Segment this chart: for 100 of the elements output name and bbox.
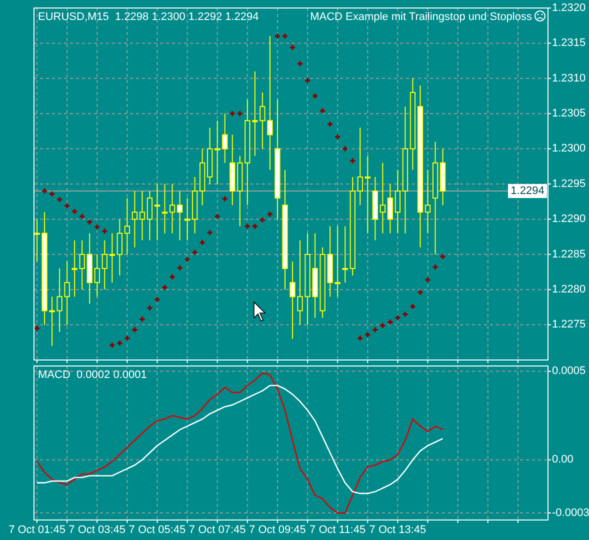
candlestick <box>184 198 190 241</box>
point <box>252 224 258 229</box>
point <box>200 240 205 245</box>
candlestick <box>132 190 138 248</box>
point <box>395 315 400 320</box>
point <box>372 327 378 332</box>
chart-title: MACD 0.0002 0.0001 <box>38 369 147 381</box>
point <box>154 296 160 302</box>
x-tick-label: 7 Oct 03:45 <box>68 524 126 536</box>
point <box>267 212 272 217</box>
point <box>184 256 190 262</box>
point <box>290 44 296 50</box>
point <box>192 250 198 255</box>
point <box>230 111 235 116</box>
y-tick-label: 0.0005 <box>552 365 586 378</box>
point <box>214 214 220 219</box>
y-tick-label: 1.2300 <box>552 142 586 155</box>
line-series <box>36 384 444 494</box>
candlestick <box>146 190 153 241</box>
x-tick-label: 7 Oct 09:45 <box>249 524 306 536</box>
point <box>222 196 228 202</box>
point <box>260 217 265 222</box>
point <box>132 327 138 332</box>
candlestick <box>357 127 363 206</box>
candlestick <box>124 198 130 255</box>
point <box>380 322 386 328</box>
point <box>358 336 363 341</box>
y-tick-label: 0.00 <box>552 454 574 466</box>
point <box>140 316 145 322</box>
y-tick-label: 1.2320 <box>552 2 586 14</box>
point <box>57 196 62 202</box>
point <box>425 277 430 282</box>
candlestick <box>424 169 431 234</box>
candlestick <box>162 184 168 234</box>
ref-line-label: 1.2294 <box>510 184 544 197</box>
point <box>432 264 438 270</box>
candlestick <box>334 226 340 298</box>
point <box>110 342 115 348</box>
point <box>42 188 48 194</box>
point <box>170 274 175 280</box>
candlestick <box>116 218 122 276</box>
point <box>388 319 393 324</box>
y-tick-label: 1.2290 <box>552 213 586 226</box>
chart-subtitle: MACD Example mit Trailingstop und Stoploss <box>310 11 532 23</box>
point <box>274 34 280 39</box>
y-tick-label: 1.2275 <box>552 318 586 331</box>
candlestick <box>342 226 348 284</box>
y-tick-label: 1.2310 <box>552 72 586 84</box>
point <box>418 290 423 295</box>
candlestick <box>380 162 386 234</box>
point <box>124 336 130 341</box>
candlestick <box>387 184 394 234</box>
point <box>72 208 78 214</box>
point <box>335 134 340 140</box>
point <box>320 108 326 114</box>
y-tick-label: 1.2285 <box>552 248 586 260</box>
candlestick <box>109 232 115 284</box>
point <box>34 326 40 331</box>
candlestick <box>364 155 370 234</box>
candlestick <box>222 113 228 164</box>
point <box>410 304 416 310</box>
point <box>117 340 122 346</box>
point <box>402 312 408 317</box>
point <box>207 230 212 236</box>
candlestick <box>79 240 85 290</box>
y-tick-label: 1.2315 <box>552 37 586 50</box>
y-tick-label: 1.2280 <box>552 284 586 296</box>
line-series <box>36 372 444 514</box>
candlestick <box>169 184 176 234</box>
point <box>87 220 92 225</box>
point <box>328 122 333 127</box>
x-tick-label: 7 Oct 05:45 <box>128 524 186 536</box>
y-tick-label: 1.2305 <box>552 108 586 120</box>
point <box>305 78 310 84</box>
point <box>298 61 303 66</box>
candlestick <box>94 254 100 298</box>
candlestick <box>176 190 183 241</box>
point <box>147 305 152 310</box>
candlestick <box>154 184 160 241</box>
point <box>282 34 288 39</box>
point <box>80 214 85 219</box>
point <box>162 284 168 290</box>
point <box>94 224 100 230</box>
x-tick-label: 7 Oct 11:45 <box>310 524 366 536</box>
point <box>237 111 242 116</box>
candlestick <box>102 240 108 290</box>
point <box>102 228 108 234</box>
point <box>350 158 356 164</box>
point <box>312 93 318 99</box>
x-tick-label: 7 Oct 13:45 <box>369 524 426 536</box>
point <box>50 191 55 196</box>
point <box>440 254 446 260</box>
point <box>177 265 182 270</box>
x-tick-label: 7 Oct 01:45 <box>8 524 66 536</box>
point <box>244 224 250 229</box>
y-tick-label: -0.0003 <box>552 506 589 519</box>
candlestick <box>72 240 78 298</box>
y-tick-label: 1.2295 <box>552 178 586 190</box>
point <box>64 203 70 208</box>
x-tick-label: 7 Oct 07:45 <box>188 524 246 536</box>
